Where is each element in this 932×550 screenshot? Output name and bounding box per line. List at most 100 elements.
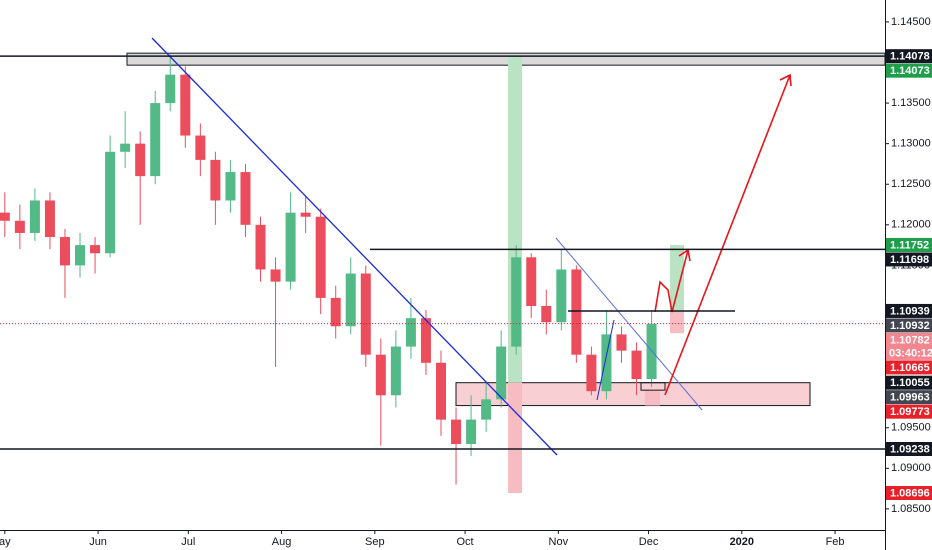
candle-body xyxy=(210,159,221,201)
candle-body xyxy=(75,245,86,266)
price-label: 1.10782 xyxy=(890,334,930,346)
stop-zone xyxy=(508,382,522,493)
candle-body xyxy=(135,143,146,177)
candle-body xyxy=(300,212,311,217)
y-tick-label: 1.12500 xyxy=(891,178,931,190)
trend-line xyxy=(151,37,558,456)
countdown-box xyxy=(886,345,932,360)
price-label: 1.14078 xyxy=(890,51,930,63)
candle-body xyxy=(571,269,582,355)
trend-line xyxy=(555,237,703,411)
price-label: 1.10932 xyxy=(890,320,930,332)
price-label-box xyxy=(886,318,932,333)
trend-line xyxy=(596,319,615,401)
candle-body xyxy=(481,399,492,420)
price-label: 1.10665 xyxy=(890,362,930,374)
y-tick-label: 1.14500 xyxy=(891,16,931,28)
x-tick-label: Jul xyxy=(181,536,195,548)
y-tick-label: 1.13000 xyxy=(891,138,931,150)
zone-box xyxy=(455,382,811,407)
candle-body xyxy=(240,172,251,225)
candle-body xyxy=(59,236,70,266)
candle-body xyxy=(511,257,522,347)
candle-body xyxy=(195,135,206,160)
candle-body xyxy=(225,172,236,201)
candle-body xyxy=(0,212,10,221)
candle-body xyxy=(526,257,537,306)
candle-body xyxy=(646,323,657,380)
drawings-front xyxy=(0,37,885,456)
price-label-box xyxy=(886,404,932,419)
candle-body xyxy=(496,346,507,400)
candle-body xyxy=(631,350,642,380)
candle-body xyxy=(616,334,627,351)
stop-zone xyxy=(645,390,660,406)
price-label: 1.11752 xyxy=(890,239,929,251)
x-tick-label: 2020 xyxy=(730,536,754,548)
candle-body xyxy=(586,354,597,392)
price-label-box xyxy=(886,332,932,347)
price-label: 1.08696 xyxy=(890,487,930,499)
candle-body xyxy=(390,346,401,396)
arrow-path xyxy=(664,74,791,396)
candle-body xyxy=(345,273,356,327)
candle-body xyxy=(330,297,341,327)
price-label: 1.09963 xyxy=(890,392,930,404)
price-label-box xyxy=(886,441,932,456)
candle-body xyxy=(90,245,101,254)
price-label-box xyxy=(886,303,932,318)
target-zone xyxy=(670,244,684,311)
x-tick-label: Feb xyxy=(826,536,845,548)
y-tick-label: 1.09500 xyxy=(891,422,931,434)
candle-body xyxy=(14,220,25,233)
x-tick-label: Nov xyxy=(549,536,569,548)
price-label: 1.10055 xyxy=(890,377,930,389)
candles xyxy=(0,54,657,485)
candle-body xyxy=(466,419,477,444)
candle-body xyxy=(105,151,116,254)
x-tick-label: Aug xyxy=(272,536,292,548)
price-label: 1.09773 xyxy=(890,406,930,418)
candle-body xyxy=(150,103,161,177)
candle-body xyxy=(375,354,386,396)
axes: 1.145001.135001.130001.125001.120001.115… xyxy=(0,16,932,548)
price-label-box xyxy=(886,390,932,405)
x-tick-label: ay xyxy=(0,536,11,548)
price-label: 1.11698 xyxy=(890,254,929,266)
candle-body xyxy=(541,305,552,323)
x-tick-label: Sep xyxy=(365,536,385,548)
arrow-head xyxy=(779,73,792,87)
candle-body xyxy=(420,318,431,363)
stop-zone xyxy=(670,310,684,334)
price-label-box xyxy=(886,237,932,252)
x-tick-label: Oct xyxy=(456,536,473,548)
candle-body xyxy=(285,212,296,282)
candle-body xyxy=(270,269,281,282)
price-label-box xyxy=(886,49,932,64)
price-label: 1.10939 xyxy=(890,305,930,317)
candle-body xyxy=(29,200,40,233)
x-tick-label: Jun xyxy=(89,536,107,548)
candle-body xyxy=(180,74,191,136)
y-tick-label: 1.08500 xyxy=(891,503,931,515)
candle-body xyxy=(120,143,131,152)
candle-body xyxy=(255,224,266,270)
candle-body xyxy=(315,216,326,298)
arrow-path xyxy=(654,249,689,313)
candle-body xyxy=(405,318,416,347)
price-label-box xyxy=(886,360,932,375)
price-label-box xyxy=(886,485,932,500)
y-tick-label: 1.09000 xyxy=(891,462,931,474)
candle-body xyxy=(601,334,612,392)
y-tick-label: 1.13500 xyxy=(891,97,931,109)
zone-box xyxy=(126,52,886,66)
x-tick-label: Dec xyxy=(639,536,659,548)
candle-body xyxy=(44,200,55,237)
countdown: 03:40:12 xyxy=(889,347,932,359)
y-tick-label: 1.12000 xyxy=(891,219,931,231)
candle-body xyxy=(451,419,462,444)
candle-body xyxy=(556,269,567,323)
price-label-box xyxy=(886,252,932,267)
